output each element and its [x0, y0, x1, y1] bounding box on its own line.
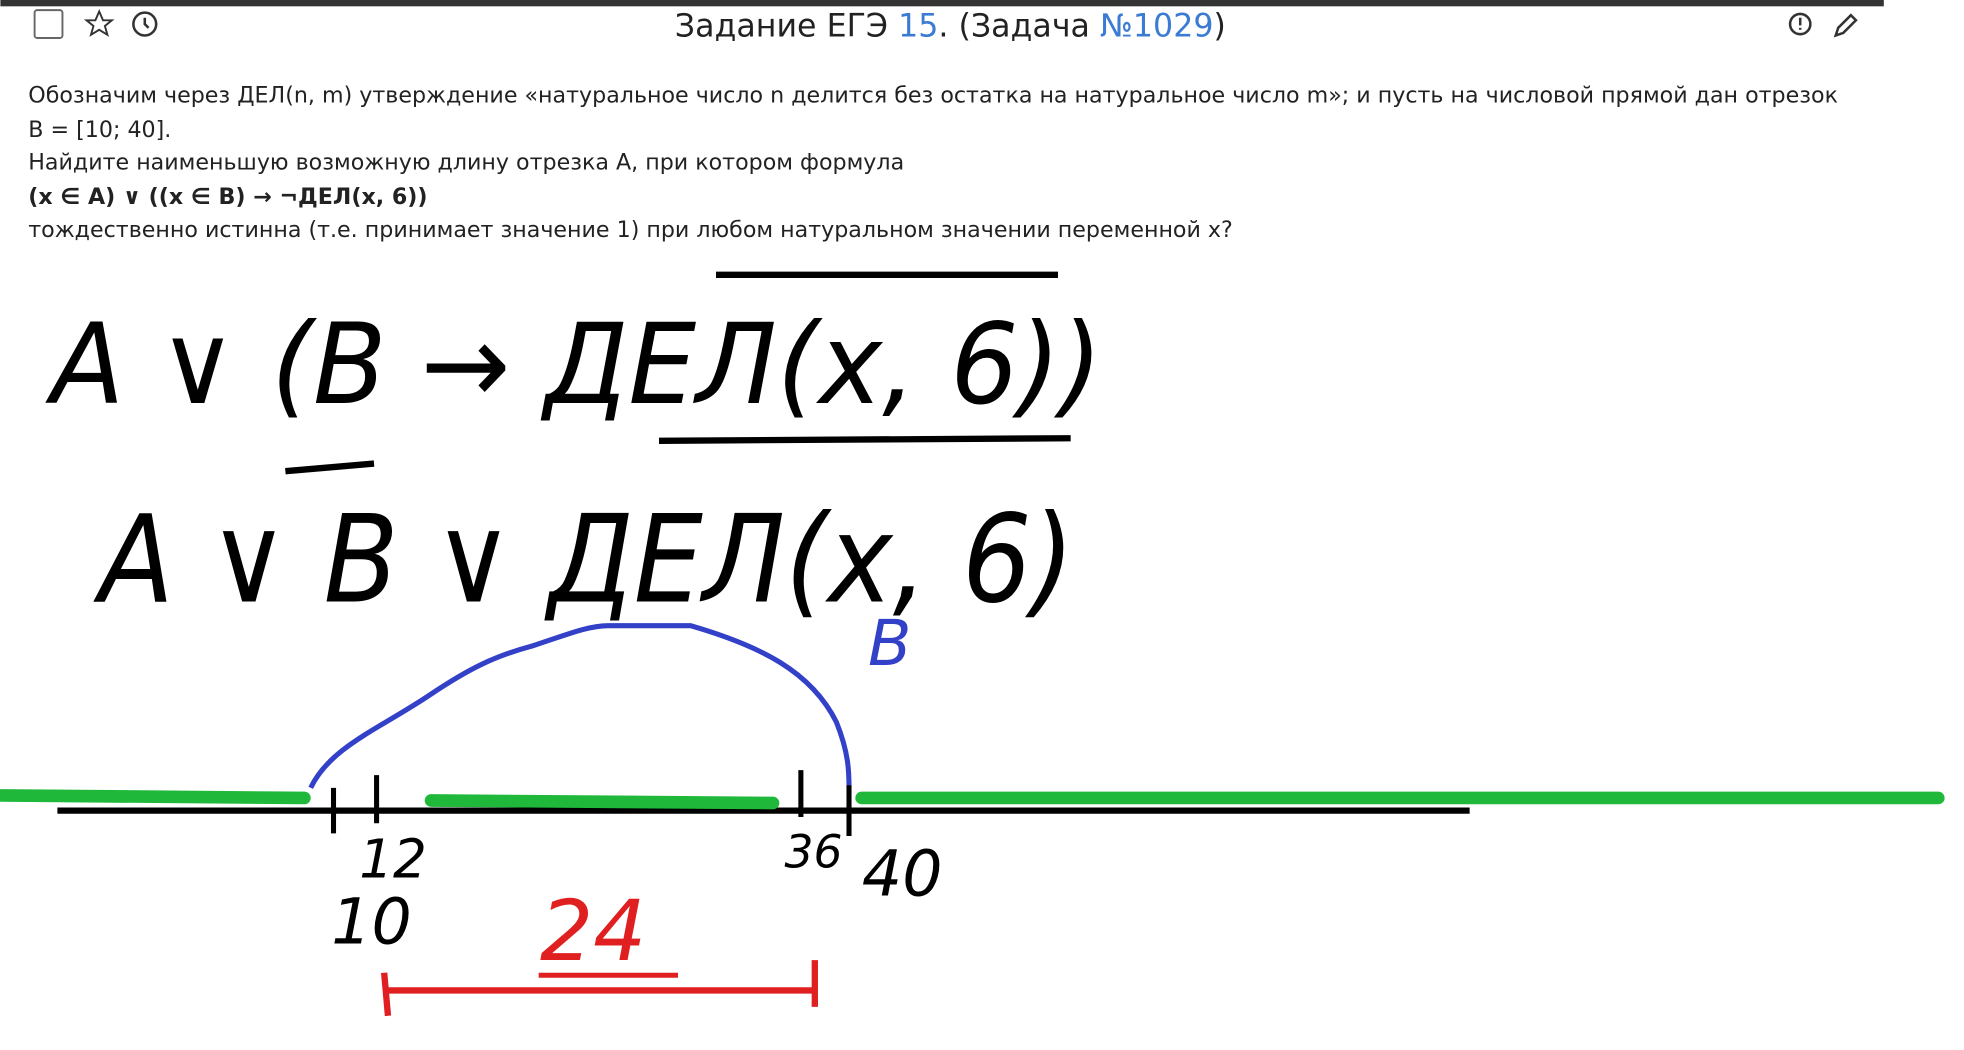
title-text: Задание ЕГЭ [675, 9, 898, 45]
problem-text: Обозначим через ДЕЛ(n, m) утверждение «н… [28, 83, 1838, 109]
problem-text: тождественно истинна (т.е. принимает зна… [28, 217, 1233, 243]
top-bar [0, 0, 1884, 7]
handwritten-formula: A ∨ B ∨ ДЕЛ(x, 6) [93, 489, 1075, 631]
edit-icon[interactable] [1833, 13, 1858, 38]
title: Задание ЕГЭ 15. (Задача №1029) [675, 9, 1226, 45]
segment-label: B [868, 606, 911, 680]
title-text: ) [1213, 9, 1225, 45]
point-label: 10 [331, 885, 412, 959]
handwritten-formula: A ∨ (B → ДЕЛ(x, 6)) [45, 301, 1102, 430]
problem-link[interactable]: №1029 [1100, 9, 1214, 45]
overline [659, 435, 1071, 444]
formula: (x ∈ A) ∨ ((x ∈ B) → ¬ДЕЛ(x, 6)) [28, 184, 427, 210]
star-icon[interactable] [83, 8, 115, 37]
point-label: 40 [862, 836, 943, 910]
ticks [330, 770, 852, 836]
length-bracket [381, 960, 818, 1017]
problem-text: B = [10; 40]. [28, 117, 171, 143]
segment-arc [308, 623, 852, 789]
point-label: 12 [359, 829, 427, 891]
answer: 24 [540, 882, 646, 980]
checkbox[interactable] [33, 9, 64, 39]
problem-text: Найдите наименьшую возможную длину отрез… [28, 150, 904, 176]
history-icon[interactable] [132, 11, 158, 37]
task-link[interactable]: 15 [898, 9, 938, 45]
overline [285, 460, 375, 475]
green-marker [0, 789, 1945, 810]
title-text: . (Задача [938, 9, 1100, 45]
point-label: 36 [785, 826, 843, 879]
report-icon[interactable] [1788, 12, 1812, 36]
